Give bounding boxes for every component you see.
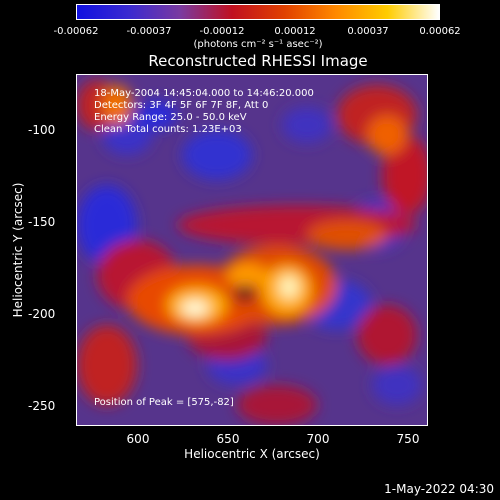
colorbar-tick: -0.00062	[53, 26, 99, 37]
image-title: Reconstructed RHESSI Image	[148, 52, 368, 70]
detectors-info: Detectors: 3F 4F 5F 6F 7F 8F, Att 0	[94, 100, 269, 111]
x-tick: 600	[126, 432, 150, 446]
colorbar	[76, 4, 440, 20]
y-tick: -200	[28, 307, 56, 321]
colorbar-tick: 0.00037	[347, 26, 389, 37]
solar-image-map	[77, 75, 427, 425]
y-tick: -250	[28, 399, 56, 413]
observation-time: 18-May-2004 14:45:04.000 to 14:46:20.000	[94, 88, 314, 99]
colorbar-tick: 0.00012	[274, 26, 316, 37]
y-tick: -150	[28, 215, 56, 229]
colorbar-tick: 0.00062	[419, 26, 461, 37]
solar-image	[76, 74, 428, 426]
footer-timestamp: 1-May-2022 04:30	[384, 482, 494, 496]
x-tick: 700	[306, 432, 330, 446]
x-axis-label: Heliocentric X (arcsec)	[184, 447, 320, 461]
energy-range: Energy Range: 25.0 - 50.0 keV	[94, 112, 247, 123]
y-tick: -100	[28, 123, 56, 137]
y-axis-label: Heliocentric Y (arcsec)	[11, 182, 25, 318]
clean-info: Clean Total counts: 1.23E+03	[94, 124, 242, 135]
x-tick: 650	[216, 432, 240, 446]
x-tick: 750	[396, 432, 420, 446]
peak-position: Position of Peak = [575,-82]	[94, 397, 234, 408]
colorbar-unit: (photons cm⁻² s⁻¹ asec⁻²)	[193, 39, 323, 50]
colorbar-tick: -0.00037	[126, 26, 172, 37]
colorbar-tick: -0.00012	[199, 26, 245, 37]
